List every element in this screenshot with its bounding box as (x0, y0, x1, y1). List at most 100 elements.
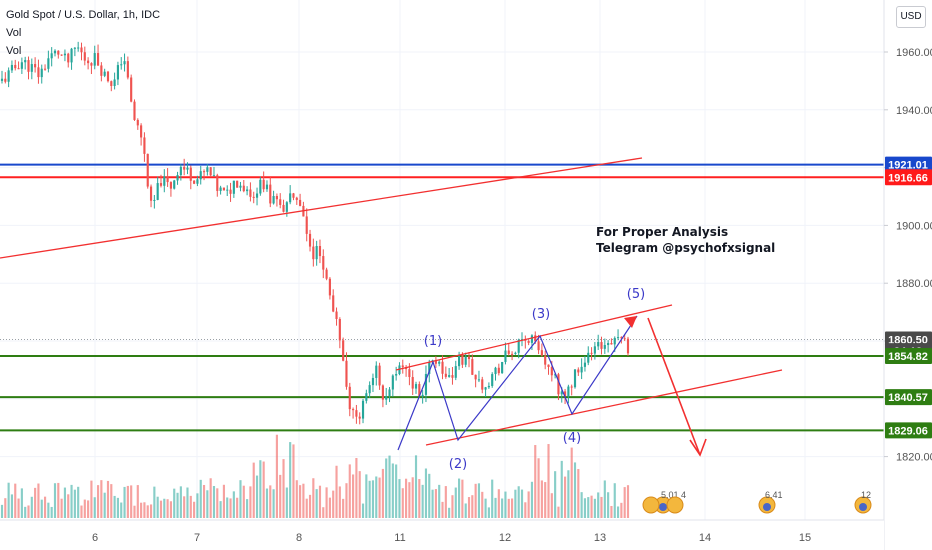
volume-label-2: Vol (6, 45, 22, 57)
volume-bar (202, 484, 206, 518)
event-badge-label: 6.41 (765, 490, 783, 500)
candle-body (159, 183, 163, 186)
candle-body (183, 166, 186, 170)
volume-bar (583, 498, 587, 518)
event-badge-flag (659, 503, 667, 511)
volume-bar (573, 462, 577, 518)
volume-bar (24, 506, 27, 518)
volume-bar (431, 489, 434, 518)
volume-bar (259, 460, 262, 518)
volume-bar (140, 502, 143, 518)
event-badge-flag (859, 503, 867, 511)
candle-body (249, 189, 252, 197)
candle-body (322, 256, 325, 270)
candle-body (193, 180, 196, 184)
volume-bar (163, 498, 166, 518)
price-label-text: 1854.82 (888, 351, 928, 363)
volume-bar (17, 498, 20, 518)
volume-bar (607, 492, 610, 518)
candle-body (186, 167, 189, 170)
candle-body (371, 377, 375, 386)
volume-bar (83, 499, 86, 518)
candle-body (77, 47, 80, 49)
volume-bar (7, 482, 10, 518)
volume-bar (593, 498, 596, 518)
candle-body (613, 337, 616, 345)
volume-bar (34, 487, 37, 518)
candle-body (514, 352, 517, 355)
price-label-text: 1829.06 (888, 425, 928, 437)
volume-bar (438, 484, 441, 518)
volume-bar (342, 498, 345, 518)
volume-bar (554, 471, 557, 518)
horizontal-levels (0, 163, 884, 432)
candle-body (37, 67, 40, 78)
candle-body (20, 62, 23, 69)
candle-body (395, 374, 398, 376)
candle-body (47, 58, 50, 69)
candle-body (120, 64, 123, 66)
volume-bar (428, 473, 431, 518)
volume-bar (510, 498, 514, 518)
candle-body (116, 65, 120, 80)
volume-bar (176, 492, 179, 518)
candle-body (491, 374, 494, 386)
volume-bar (289, 442, 292, 518)
volume-bar (418, 479, 421, 518)
volume-bar (491, 479, 494, 518)
volume-bar (474, 483, 477, 518)
volume-bar (216, 488, 219, 518)
candle-body (557, 374, 560, 395)
volume-bar (458, 478, 461, 518)
candle-body (421, 394, 424, 397)
candle-body (166, 176, 169, 183)
volume-bar (305, 498, 308, 518)
candle-body (308, 233, 312, 247)
candle-body (481, 379, 484, 390)
candle-body (242, 185, 245, 192)
volume-bar (587, 497, 590, 518)
candle-body (140, 125, 143, 138)
volume-bar (116, 497, 120, 518)
candle-body (136, 119, 139, 126)
candle-body (408, 369, 411, 378)
volume-bar (448, 507, 451, 518)
volume-bar (126, 485, 129, 518)
candle-body (497, 367, 500, 374)
volume-bar (179, 486, 182, 518)
candle-body (603, 345, 606, 349)
candle-body (226, 189, 229, 191)
currency-button[interactable]: USD (896, 6, 926, 28)
candle-body (544, 355, 547, 365)
candle-body (83, 52, 86, 61)
volume-bar (57, 482, 60, 518)
time-tick-label: 12 (499, 532, 511, 544)
candle-body (202, 171, 206, 173)
candle-body (292, 193, 295, 198)
volume-bar (332, 490, 335, 518)
volume-bar (570, 447, 573, 518)
candle-body (454, 366, 457, 378)
candle-body (563, 391, 567, 397)
volume-bar (550, 493, 553, 518)
candle-body (252, 196, 255, 198)
volume-bar (520, 489, 524, 518)
candle-body (305, 216, 308, 234)
volume-bar (159, 500, 163, 518)
volume-bar (186, 487, 189, 518)
wave-label: (1) (424, 334, 442, 349)
candle-body (434, 360, 437, 364)
candle-body (342, 340, 345, 361)
candle-body (540, 350, 543, 356)
candle-body (401, 365, 404, 368)
candle-body (153, 199, 156, 201)
price-tick-label: 1940.00 (896, 105, 932, 117)
volume-bar (603, 480, 606, 518)
volume-bar (133, 505, 136, 518)
candle-body (580, 366, 583, 373)
candle-body (110, 81, 113, 86)
candle-body (295, 197, 298, 200)
volume-bar (262, 461, 265, 518)
candle-body (0, 78, 4, 81)
